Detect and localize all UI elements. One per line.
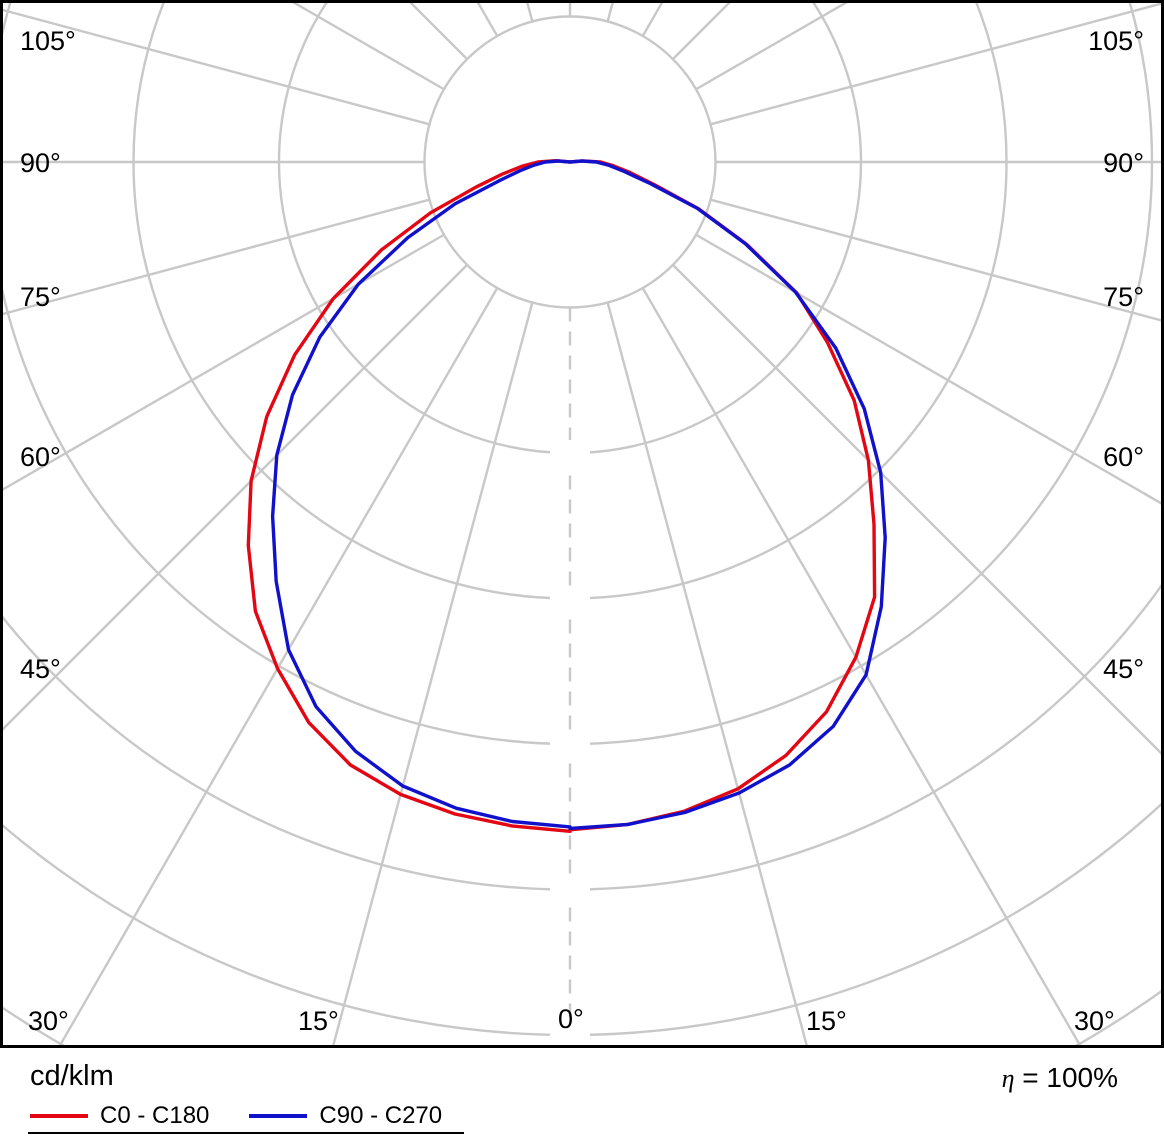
angle-label: 15° <box>806 1006 847 1036</box>
curve-c0-c180 <box>246 158 877 833</box>
angle-label: 90° <box>1103 148 1144 178</box>
angle-label: 45° <box>1103 654 1144 684</box>
chart-footer: cd/klm η = 100% C0 - C180 C90 - C270 <box>0 1048 1164 1140</box>
polar-plot-frame: 105° 90° 75° 60° 45° 105° 90° 75° 60° 45° 30° 15° 0°… <box>0 0 1164 1048</box>
angle-label: 75° <box>20 282 61 312</box>
grid-radial-line <box>672 264 1164 758</box>
ring-label-box <box>550 585 590 612</box>
grid-radial-line <box>57 287 499 1048</box>
angle-label: 105° <box>1088 26 1144 56</box>
polar-chart: 105° 90° 75° 60° 45° 105° 90° 75° 60° 45° 30° 15° 0°… <box>0 0 1164 1048</box>
legend-swatch-c90-c270 <box>249 1114 308 1118</box>
grid-radial-line <box>606 0 615 22</box>
ring-label-box <box>550 440 590 466</box>
grid-radial-line <box>641 287 1083 1048</box>
ring-label-box <box>550 876 590 903</box>
grid-radial-line <box>710 198 1164 323</box>
angle-label: 30° <box>28 1006 69 1036</box>
legend-swatch-c0-c180 <box>30 1114 88 1118</box>
grid-radial-line <box>710 1 1164 126</box>
efficiency-label: η = 100% <box>1002 1062 1118 1094</box>
units-label: cd/klm <box>30 1060 114 1092</box>
angle-label: 45° <box>20 654 61 684</box>
legend: C0 - C180 C90 - C270 <box>30 1102 442 1130</box>
angle-label: 75° <box>1103 282 1144 312</box>
angle-label: 15° <box>298 1006 339 1036</box>
legend-item-c0-c180: C0 - C180 <box>30 1102 209 1130</box>
legend-label-c90-c270: C90 - C270 <box>319 1102 443 1129</box>
legend-label-c0-c180: C0 - C180 <box>100 1102 210 1129</box>
grid-radial-line <box>606 302 809 1048</box>
ring-label-box <box>550 1022 590 1048</box>
angle-label: 30° <box>1074 1006 1115 1036</box>
grid-radial-line <box>0 198 430 316</box>
plot-border <box>0 0 1164 1048</box>
grid-radial-line <box>331 302 534 1048</box>
angle-label: 60° <box>1103 442 1144 472</box>
angle-label: 0° <box>558 1004 584 1034</box>
grid-radial-line <box>0 264 468 734</box>
angle-label: 90° <box>20 148 61 178</box>
grid-radial-line <box>0 8 430 126</box>
grid-radial-line <box>695 233 1164 507</box>
grid-ring <box>0 0 1154 746</box>
eta-symbol: η <box>1001 1064 1015 1093</box>
grid-radial-line <box>641 0 665 37</box>
grid-radial-line <box>0 233 445 493</box>
ring-label-box <box>550 731 590 757</box>
angle-label: 105° <box>20 26 76 56</box>
grid-radial-line <box>525 0 534 22</box>
eta-value: = 100% <box>1022 1062 1118 1093</box>
legend-underline <box>28 1132 464 1134</box>
curve-c90-c270 <box>270 159 887 831</box>
angle-label: 60° <box>20 442 61 472</box>
legend-item-c90-c270: C90 - C270 <box>249 1102 442 1130</box>
